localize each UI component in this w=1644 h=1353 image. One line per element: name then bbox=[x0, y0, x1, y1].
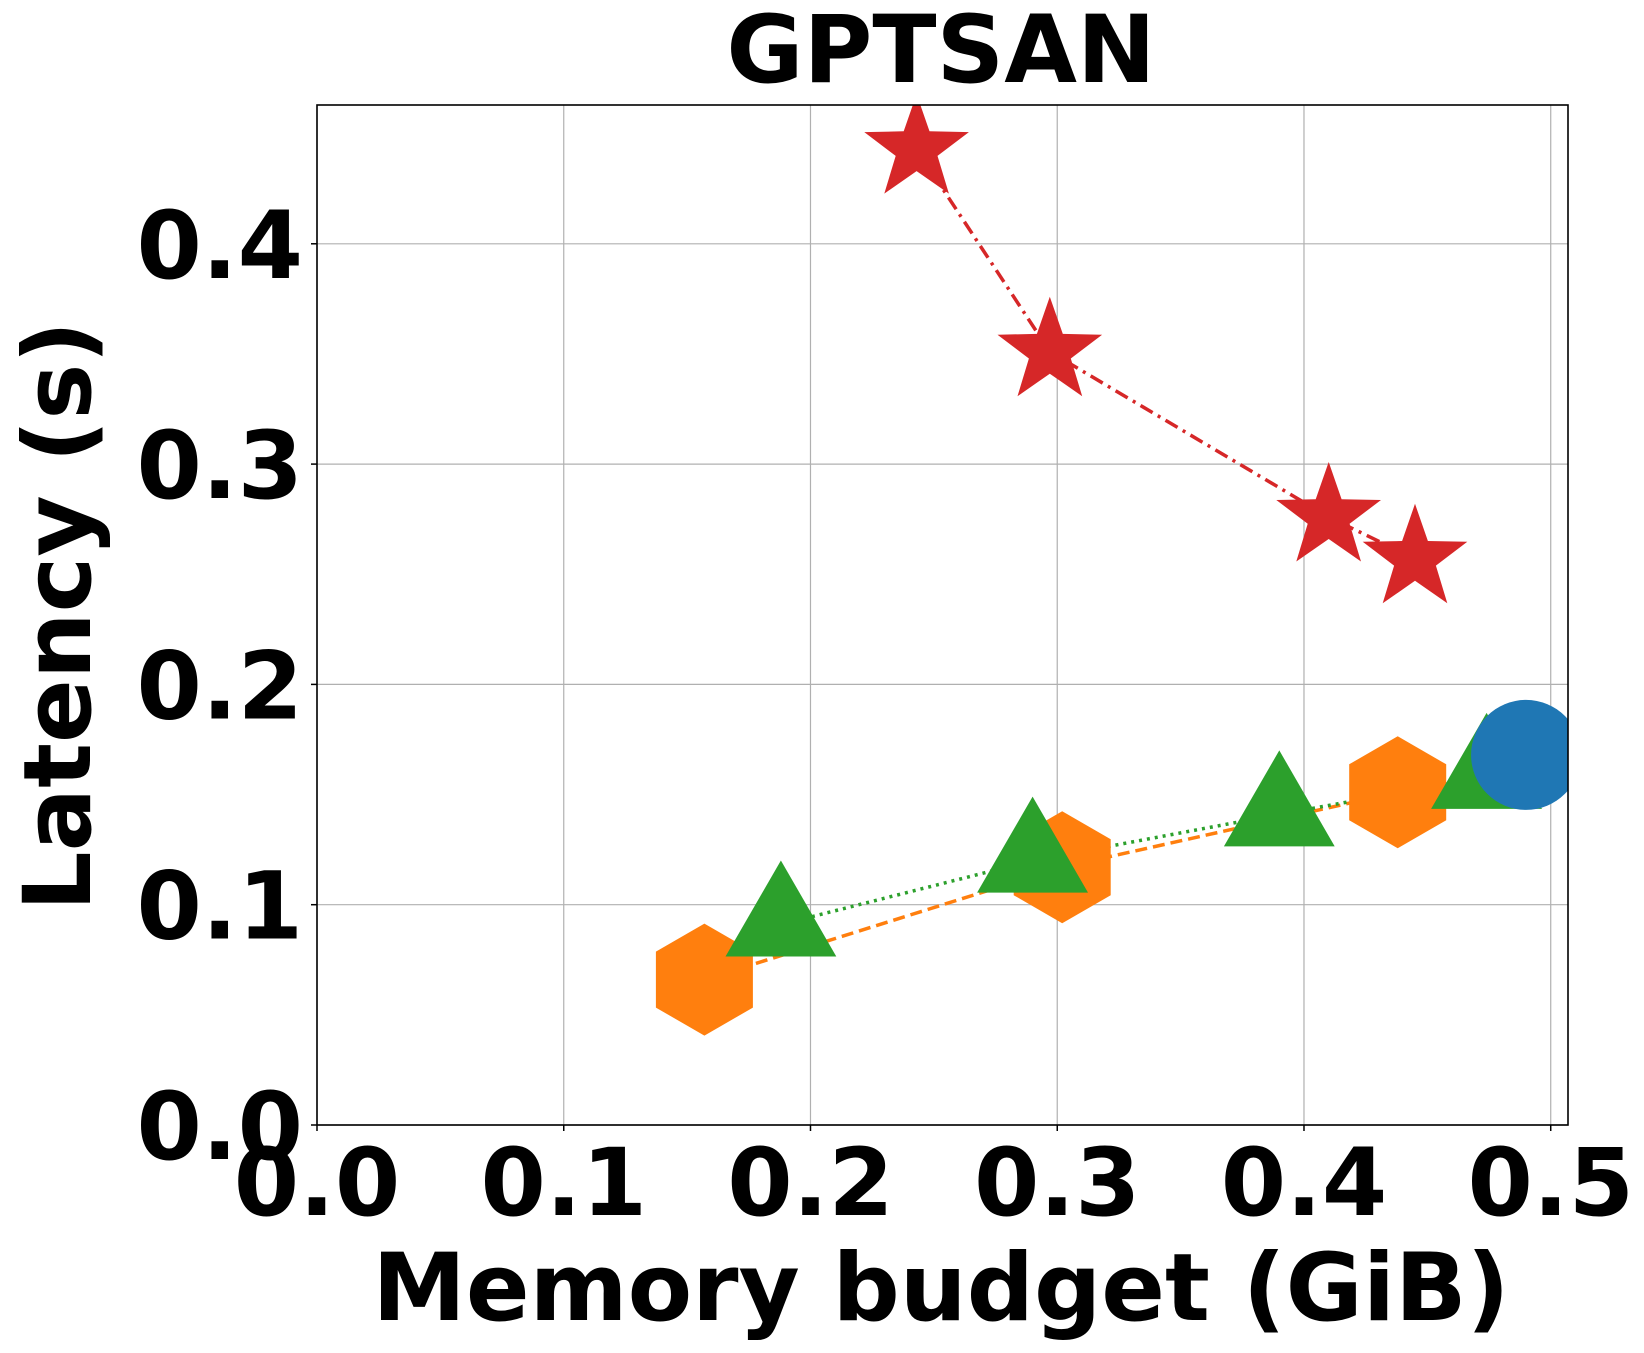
y-tick-label: 0.2 bbox=[136, 632, 303, 741]
markers bbox=[655, 105, 1568, 1036]
data-point-star bbox=[864, 105, 969, 194]
y-tick-label: 0.4 bbox=[136, 192, 303, 301]
plot-frame bbox=[316, 104, 1569, 1126]
y-tick-label: 0.0 bbox=[136, 1073, 303, 1182]
y-tick-label: 0.3 bbox=[136, 412, 303, 521]
data-point-triangle bbox=[725, 860, 837, 957]
series-line bbox=[915, 148, 1416, 561]
x-tick-label: 0.3 bbox=[974, 1129, 1141, 1238]
data-point-triangle bbox=[1223, 750, 1335, 847]
ticks: 0.0 0.1 0.2 0.3 0.4 0.5 0.0 0.1 0.2 0.3 0.4 bbox=[136, 192, 1634, 1238]
data-point-star bbox=[997, 296, 1103, 397]
chart-title: GPTSAN bbox=[726, 0, 1155, 105]
x-tick-label: 0.0 bbox=[234, 1129, 401, 1238]
data-point-hexagon bbox=[1349, 736, 1447, 849]
x-tick-label: 0.5 bbox=[1467, 1129, 1634, 1238]
data-point-star bbox=[1362, 503, 1468, 604]
x-tick-label: 0.1 bbox=[480, 1129, 647, 1238]
data-point-circle bbox=[1471, 699, 1568, 810]
data-point-star bbox=[1276, 462, 1381, 562]
data-point-triangle bbox=[977, 796, 1088, 893]
x-axis-label: Memory budget (GiB) bbox=[372, 1234, 1509, 1343]
x-tick-label: 0.2 bbox=[727, 1129, 894, 1238]
y-axis-label: Latency (s) bbox=[4, 321, 113, 912]
x-tick-label: 0.4 bbox=[1221, 1129, 1388, 1238]
grid bbox=[316, 105, 1568, 1126]
y-tick-label: 0.1 bbox=[136, 853, 303, 962]
